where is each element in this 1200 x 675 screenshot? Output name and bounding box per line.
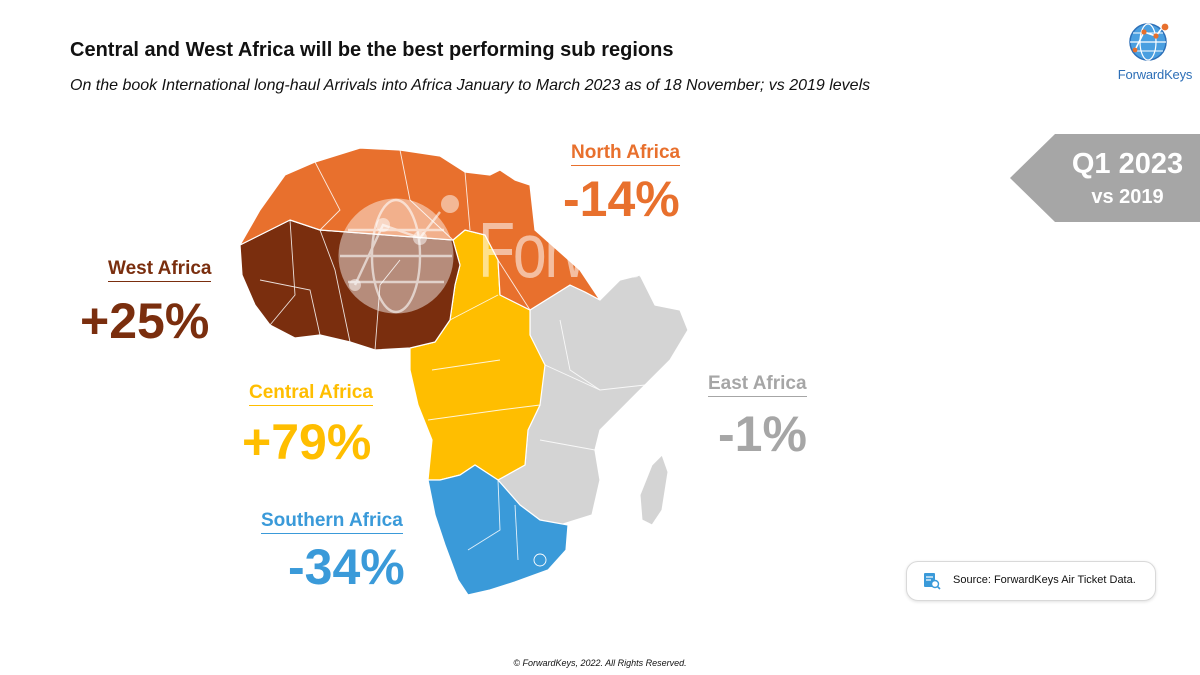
badge-comparison: vs 2019 <box>1091 186 1164 208</box>
east-africa-value: -1% <box>718 406 807 462</box>
period-badge: Q1 2023 vs 2019 <box>1010 134 1200 222</box>
north-africa-value: -14% <box>563 171 680 227</box>
madagascar-island <box>639 454 669 526</box>
source-text: Source: ForwardKeys Air Ticket Data. <box>953 574 1136 586</box>
page-subtitle: On the book International long-haul Arri… <box>70 77 871 94</box>
west-africa-label: West Africa <box>108 258 212 282</box>
globe-network-icon <box>1129 23 1169 61</box>
central-africa-label: Central Africa <box>249 382 373 406</box>
region-southern-africa <box>427 464 569 596</box>
north-africa-label: North Africa <box>571 142 681 166</box>
forwardkeys-logo: ForwardKeys <box>1110 20 1192 90</box>
source-box: Source: ForwardKeys Air Ticket Data. <box>906 561 1156 601</box>
east-africa-label: East Africa <box>708 373 807 397</box>
watermark-text: ForwardKeys <box>478 206 813 294</box>
document-search-icon <box>924 573 941 590</box>
africa-map <box>239 147 689 596</box>
copyright-footer: © ForwardKeys, 2022. All Rights Reserved… <box>513 658 687 668</box>
logo-text: ForwardKeys <box>1117 67 1193 82</box>
west-africa-value: +25% <box>80 293 210 349</box>
central-africa-value: +79% <box>242 414 372 470</box>
southern-africa-label: Southern Africa <box>261 510 403 534</box>
badge-period: Q1 2023 <box>1071 148 1184 180</box>
southern-africa-value: -34% <box>288 539 405 595</box>
page-title: Central and West Africa will be the best… <box>70 39 674 61</box>
badge-arrow-shape <box>1010 134 1200 222</box>
watermark-globe-lines <box>340 198 452 314</box>
